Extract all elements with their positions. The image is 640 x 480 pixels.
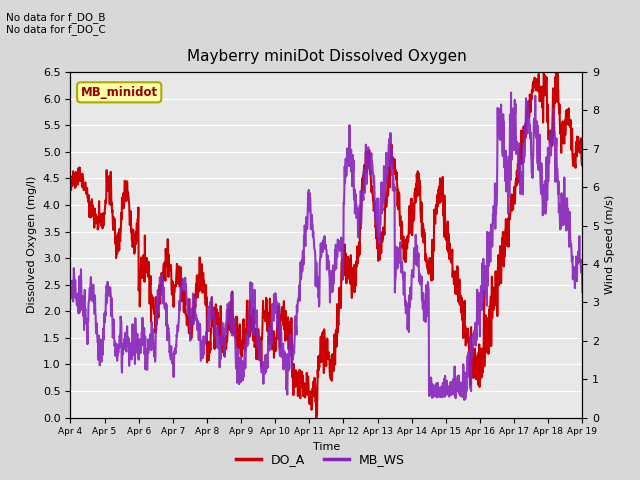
Legend: DO_A, MB_WS: DO_A, MB_WS <box>230 448 410 471</box>
Text: No data for f_DO_C: No data for f_DO_C <box>6 24 106 35</box>
Title: Mayberry miniDot Dissolved Oxygen: Mayberry miniDot Dissolved Oxygen <box>186 49 467 64</box>
Text: No data for f_DO_B: No data for f_DO_B <box>6 12 106 23</box>
Y-axis label: Wind Speed (m/s): Wind Speed (m/s) <box>605 195 615 294</box>
Text: MB_minidot: MB_minidot <box>81 86 158 99</box>
Y-axis label: Dissolved Oxygen (mg/l): Dissolved Oxygen (mg/l) <box>28 176 37 313</box>
X-axis label: Time: Time <box>313 442 340 452</box>
